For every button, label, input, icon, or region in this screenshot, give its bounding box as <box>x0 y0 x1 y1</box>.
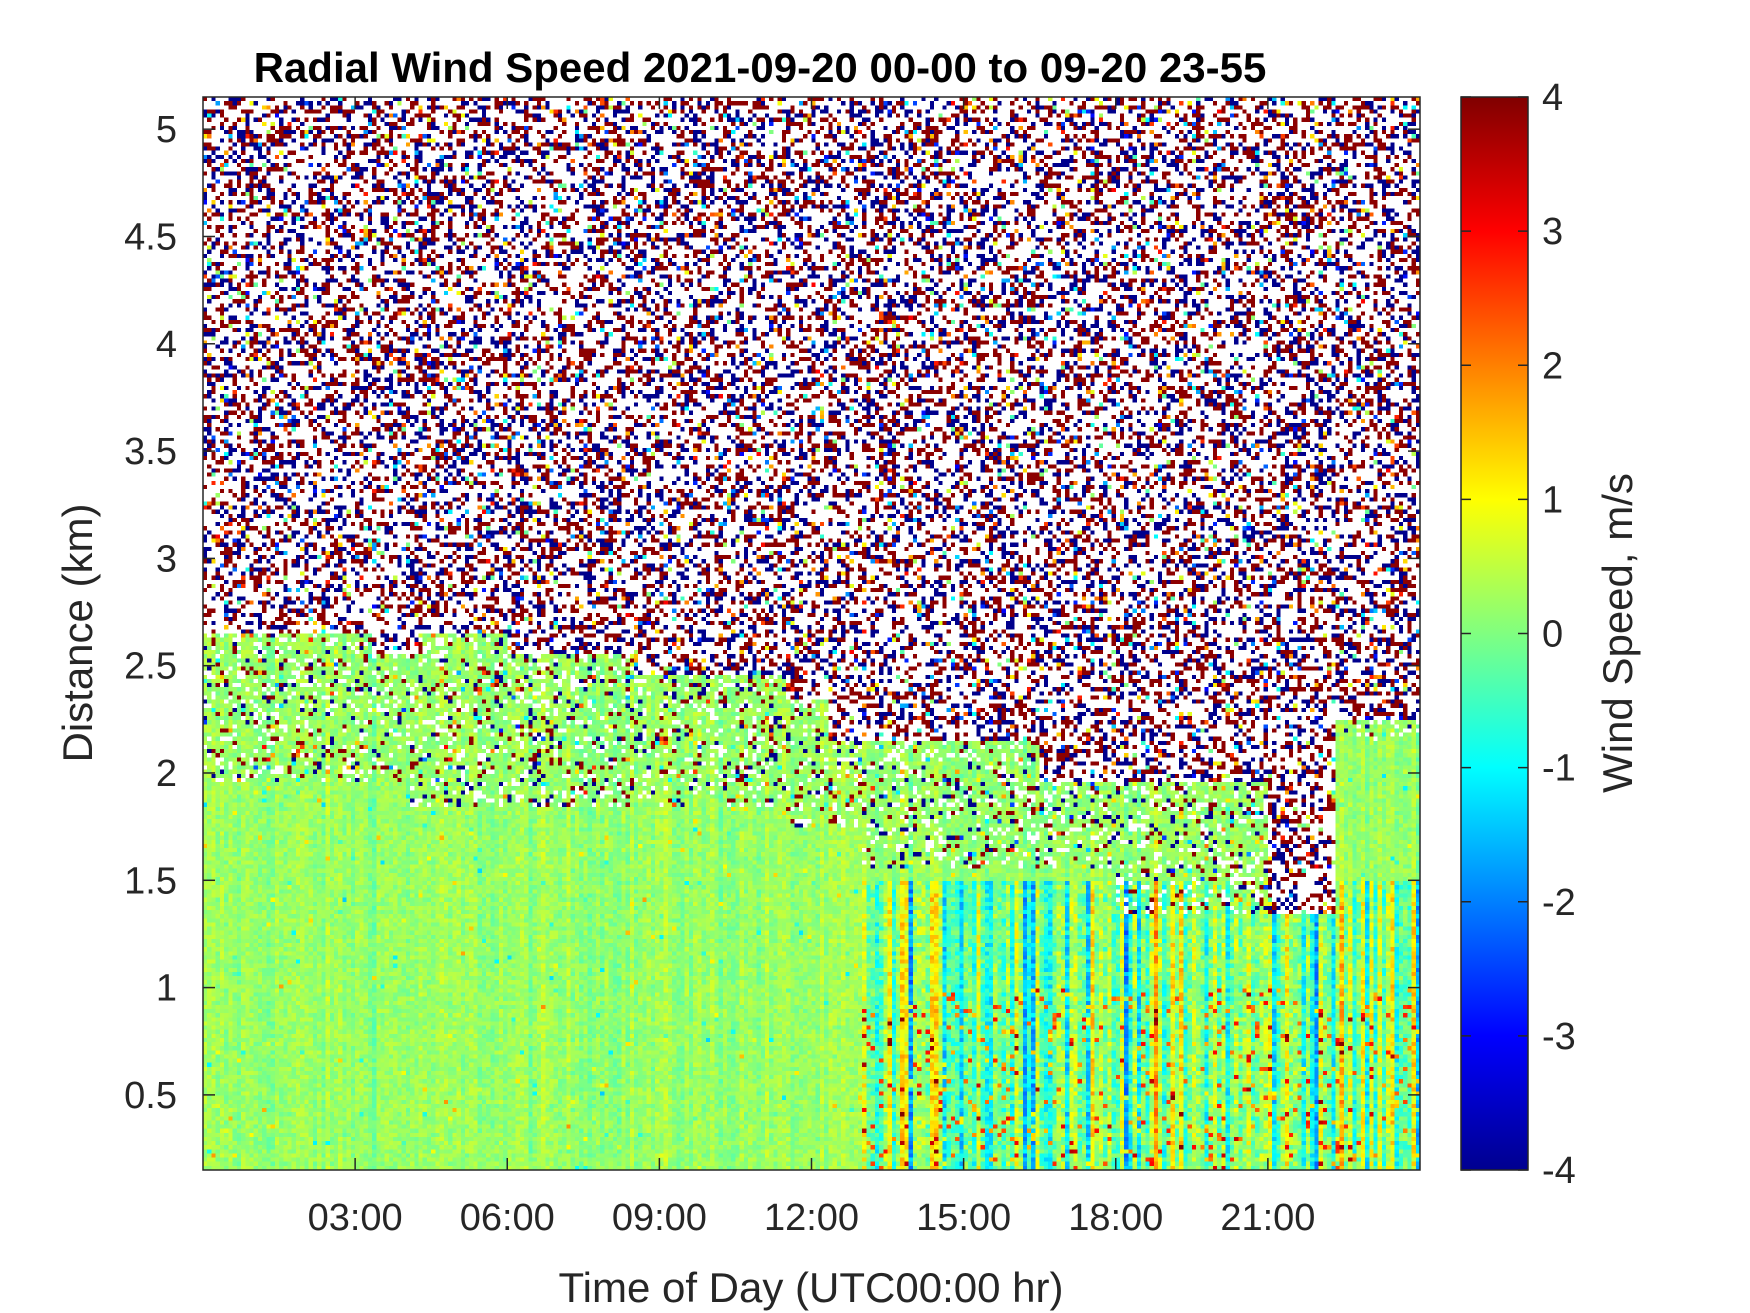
chart-title: Radial Wind Speed 2021-09-20 00-00 to 09… <box>254 44 1267 91</box>
y-tick-label: 5 <box>156 109 177 151</box>
colorbar-label: Wind Speed, m/s <box>1594 473 1641 793</box>
x-tick-label: 09:00 <box>612 1197 707 1239</box>
x-axis-label: Time of Day (UTC00:00 hr) <box>559 1264 1064 1311</box>
heatmap-area <box>203 97 1420 1170</box>
x-tick-label: 15:00 <box>916 1197 1011 1239</box>
y-tick-label: 4 <box>156 324 177 366</box>
y-tick-label: 1.5 <box>124 860 177 902</box>
colorbar-tick-label: -2 <box>1542 882 1576 924</box>
y-tick-label: 0.5 <box>124 1075 177 1117</box>
y-tick-label: 2 <box>156 753 177 795</box>
colorbar-tick-label: -3 <box>1542 1016 1576 1058</box>
colorbar-ticks: 4 3 2 1 0 -1 -2 -3 -4 <box>1461 77 1576 1192</box>
x-tick-label: 12:00 <box>764 1197 859 1239</box>
y-axis-label: Distance (km) <box>54 503 101 762</box>
colorbar-tick-label: 4 <box>1542 77 1563 119</box>
colorbar-tick-label: 1 <box>1542 479 1563 521</box>
y-tick-label: 4.5 <box>124 216 177 258</box>
y-axis: 0.5 1 1.5 2 2.5 3 3.5 4 4.5 5 <box>124 109 1420 1117</box>
heatmap-image <box>203 97 1420 1170</box>
x-axis: 03:00 06:00 09:00 12:00 15:00 18:00 21:00 <box>308 97 1315 1239</box>
colorbar-tick-label: 0 <box>1542 614 1563 656</box>
y-tick-label: 2.5 <box>124 646 177 688</box>
x-tick-label: 21:00 <box>1220 1197 1315 1239</box>
x-tick-label: 03:00 <box>308 1197 403 1239</box>
y-tick-label: 3 <box>156 538 177 580</box>
x-tick-label: 18:00 <box>1068 1197 1163 1239</box>
colorbar-tick-label: -4 <box>1542 1150 1576 1192</box>
y-tick-label: 3.5 <box>124 431 177 473</box>
colorbar-tick-label: -1 <box>1542 748 1576 790</box>
colorbar-tick-label: 2 <box>1542 345 1563 387</box>
y-tick-label: 1 <box>156 968 177 1010</box>
colorbar-tick-label: 3 <box>1542 211 1563 253</box>
x-tick-label: 06:00 <box>460 1197 555 1239</box>
colorbar <box>1460 96 1529 1171</box>
